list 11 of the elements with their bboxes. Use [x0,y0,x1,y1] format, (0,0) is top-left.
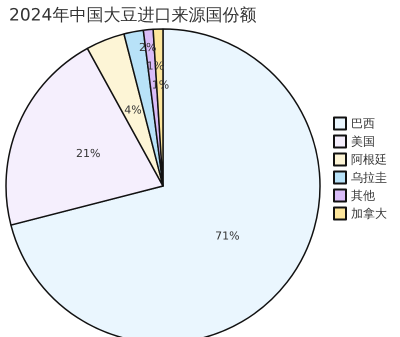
legend-label: 乌拉圭 [351,170,387,184]
legend-label: 加拿大 [351,206,387,220]
legend-label: 其他 [351,188,375,202]
legend-label: 阿根廷 [351,152,387,166]
data-label: 1% [146,59,164,72]
legend-label: 巴西 [351,116,375,130]
chart-title: 2024年中国大豆进口来源国份额 [9,6,256,26]
data-label: 21% [76,147,100,160]
data-label: 71% [215,229,240,242]
data-label: 4% [124,104,142,117]
legend-label: 美国 [351,134,375,148]
